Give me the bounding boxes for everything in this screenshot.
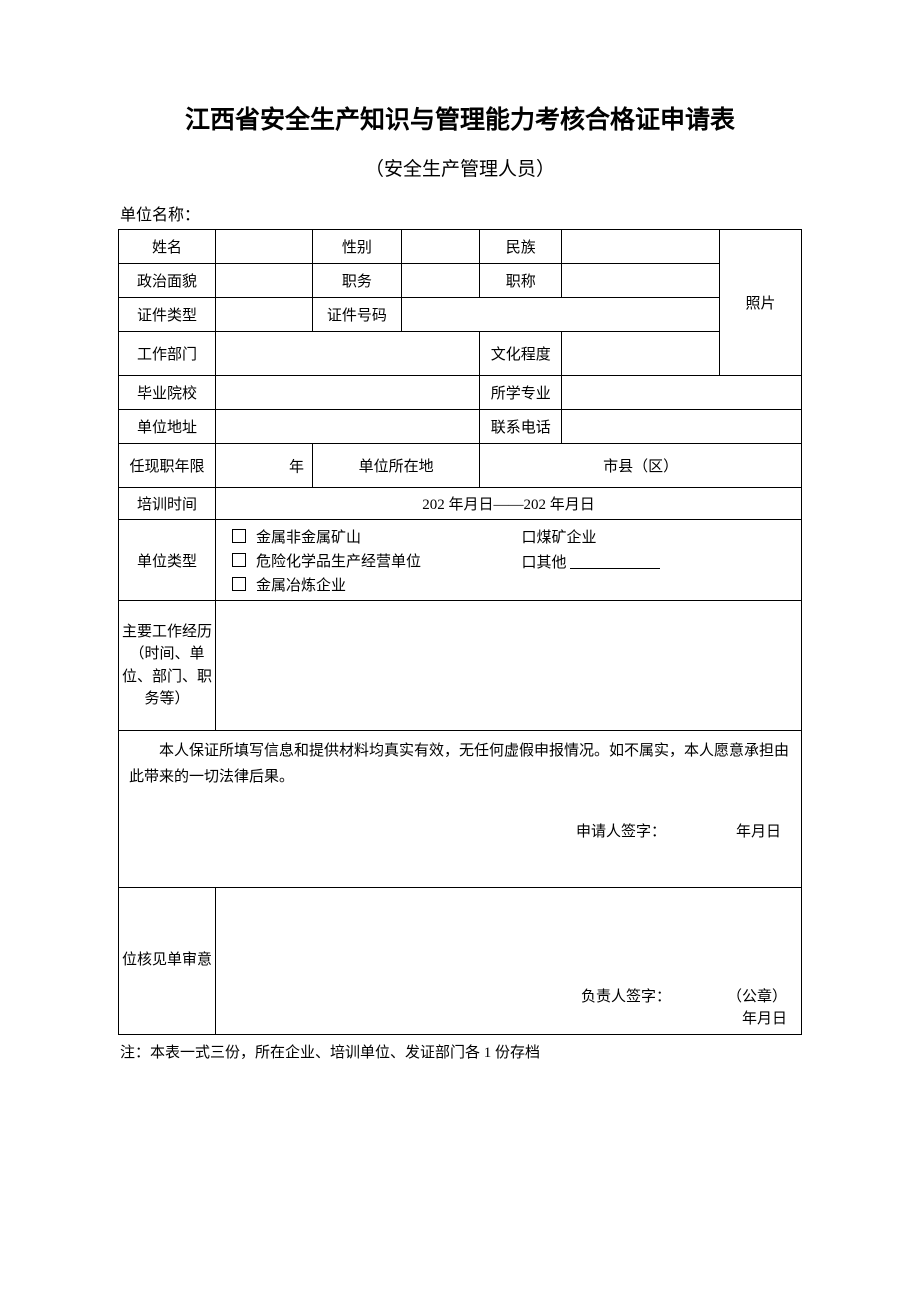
label-ethnicity: 民族: [480, 230, 562, 264]
label-training-time: 培训时间: [119, 488, 216, 520]
field-unit-location[interactable]: 市县（区）: [480, 444, 802, 488]
seal-label: （公章）: [727, 985, 787, 1006]
field-tenure[interactable]: 年: [215, 444, 312, 488]
field-ethnicity[interactable]: [562, 230, 720, 264]
label-name: 姓名: [119, 230, 216, 264]
field-education[interactable]: [562, 332, 720, 376]
checkbox-hazchem[interactable]: 危险化学品生产经营单位: [232, 550, 421, 571]
field-duty[interactable]: [401, 264, 480, 298]
label-political: 政治面貌: [119, 264, 216, 298]
field-major[interactable]: [562, 376, 802, 410]
field-department[interactable]: [215, 332, 479, 376]
label-duty: 职务: [312, 264, 401, 298]
label-phone: 联系电话: [480, 410, 562, 444]
label-id-number: 证件号码: [312, 298, 401, 332]
field-phone[interactable]: [562, 410, 802, 444]
unit-name-label: 单位名称：: [118, 201, 802, 225]
tenure-year-suffix: 年: [289, 455, 304, 476]
application-form-table: 姓名 性别 民族 照片 政治面貌 职务 职称 证件类型 证件号码 工作部门 文化…: [118, 229, 802, 1035]
label-unit-audit: 位核见单审意: [119, 888, 216, 1035]
footnote-text: 注：本表一式三份，所在企业、培训单位、发证部门各 1 份存档: [118, 1041, 802, 1062]
checkbox-icon: [232, 577, 246, 591]
declaration-cell: 本人保证所填写信息和提供材料均真实有效，无任何虚假申报情况。如不属实，本人愿意承…: [119, 731, 802, 888]
applicant-sign-date: 年月日: [736, 820, 781, 841]
field-grad-school[interactable]: [215, 376, 479, 410]
responsible-sign-label: 负责人签字：: [581, 985, 671, 1006]
label-title: 职称: [480, 264, 562, 298]
field-unit-audit[interactable]: 负责人签字： （公章） 年月日: [215, 888, 801, 1035]
label-photo: 照片: [719, 230, 801, 376]
checkbox-metal-mine[interactable]: 金属非金属矿山: [232, 526, 361, 547]
field-id-type[interactable]: [215, 298, 312, 332]
city-county-text: 市县（区）: [603, 459, 678, 475]
label-gender: 性别: [312, 230, 401, 264]
field-gender[interactable]: [401, 230, 480, 264]
label-id-type: 证件类型: [119, 298, 216, 332]
field-name[interactable]: [215, 230, 312, 264]
checkbox-coal-mine[interactable]: 口煤矿企业: [522, 526, 597, 547]
field-title[interactable]: [562, 264, 720, 298]
label-grad-school: 毕业院校: [119, 376, 216, 410]
page-container: 江西省安全生产知识与管理能力考核合格证申请表 （安全生产管理人员） 单位名称： …: [0, 0, 920, 1122]
label-unit-type: 单位类型: [119, 520, 216, 601]
label-unit-location: 单位所在地: [312, 444, 479, 488]
applicant-sign-label: 申请人签字：: [576, 820, 666, 841]
label-work-history: 主要工作经历（时间、单位、部门、职务等）: [119, 601, 216, 731]
label-department: 工作部门: [119, 332, 216, 376]
page-title: 江西省安全生产知识与管理能力考核合格证申请表: [118, 100, 802, 136]
label-tenure: 任现职年限: [119, 444, 216, 488]
declaration-text: 本人保证所填写信息和提供材料均真实有效，无任何虚假申报情况。如不属实，本人愿意承…: [129, 739, 791, 790]
field-training-time[interactable]: 202 年月日——202 年月日: [215, 488, 801, 520]
field-work-history[interactable]: [215, 601, 801, 731]
other-underline[interactable]: [570, 554, 660, 569]
audit-date: 年月日: [742, 1007, 787, 1028]
checkbox-icon: [232, 553, 246, 567]
field-id-number[interactable]: [401, 298, 719, 332]
page-subtitle: （安全生产管理人员）: [118, 154, 802, 181]
field-political[interactable]: [215, 264, 312, 298]
checkbox-other[interactable]: 口其他: [522, 551, 661, 572]
label-major: 所学专业: [480, 376, 562, 410]
checkbox-icon: [232, 529, 246, 543]
label-unit-address: 单位地址: [119, 410, 216, 444]
label-education: 文化程度: [480, 332, 562, 376]
checkbox-smelting[interactable]: 金属冶炼企业: [232, 574, 346, 595]
field-unit-type: 金属非金属矿山 危险化学品生产经营单位 金属冶炼企业 口煤矿企业 口其他: [215, 520, 801, 601]
field-unit-address[interactable]: [215, 410, 479, 444]
